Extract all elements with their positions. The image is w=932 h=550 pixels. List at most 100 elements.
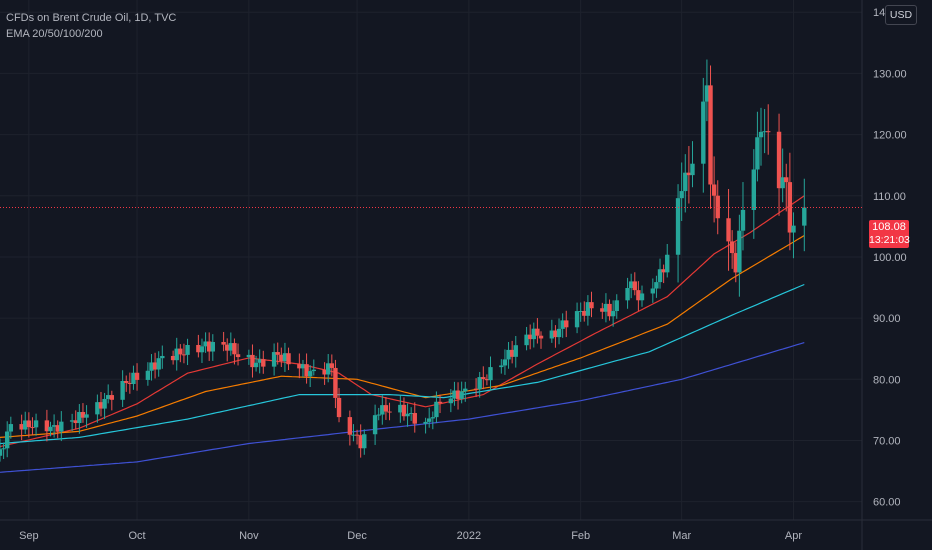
- currency-button[interactable]: USD: [885, 5, 917, 25]
- candle-body: [686, 172, 692, 176]
- candle-body: [304, 364, 309, 377]
- candle-body: [59, 421, 64, 432]
- candle-body: [300, 364, 306, 369]
- candle-body: [253, 362, 259, 368]
- candle-body: [499, 365, 504, 368]
- candle-body: [73, 420, 78, 424]
- candle-body: [488, 367, 493, 381]
- candle-body: [531, 328, 536, 340]
- x-tick-label: Nov: [239, 530, 259, 542]
- candle-body: [261, 359, 266, 367]
- candle-body: [351, 434, 356, 436]
- candle-body: [625, 288, 630, 301]
- candle-body: [152, 362, 158, 370]
- candle-body: [683, 172, 688, 192]
- candle-body: [387, 411, 392, 413]
- candle-body: [690, 163, 695, 176]
- candle-body: [766, 131, 771, 133]
- candle-body: [380, 405, 385, 415]
- candle-body: [398, 404, 403, 413]
- candle-body: [170, 355, 176, 361]
- candle-body: [560, 320, 565, 329]
- candle-body: [98, 402, 104, 409]
- candle-body: [44, 420, 50, 432]
- candle-body: [675, 198, 681, 255]
- ema-line: [0, 283, 805, 445]
- candle-body: [5, 431, 10, 449]
- candle-body: [654, 282, 659, 289]
- candle-body: [437, 401, 443, 404]
- candle-body: [275, 352, 280, 355]
- y-tick-label: 80.00: [873, 374, 901, 386]
- candle-body: [336, 397, 342, 418]
- candle-body: [156, 358, 161, 370]
- candle-body: [600, 308, 605, 312]
- symbol-title[interactable]: CFDs on Brent Crude Oil, 1D, TVC: [6, 12, 177, 24]
- ema-line: [0, 234, 805, 438]
- indicator-label[interactable]: EMA 20/50/100/200: [6, 28, 103, 40]
- candle-body: [455, 390, 461, 399]
- candle-body: [661, 269, 666, 273]
- candle-body: [26, 420, 32, 428]
- candle-body: [95, 402, 100, 415]
- candle-body: [776, 131, 782, 189]
- candle-body: [30, 427, 35, 429]
- candle-body: [210, 341, 215, 352]
- candle-body: [639, 293, 645, 301]
- candle-body: [780, 177, 785, 189]
- candle-body: [311, 369, 316, 372]
- ema-lines: [0, 195, 805, 473]
- candle-body: [33, 420, 39, 428]
- candle-body: [1, 448, 6, 450]
- candle-body: [412, 413, 417, 424]
- candle-body: [549, 330, 555, 339]
- price-axis[interactable]: 140.00130.00120.00110.00100.0090.0080.00…: [873, 7, 907, 508]
- candle-body: [632, 281, 637, 291]
- candle-body: [556, 328, 562, 338]
- last-price-badge: 108.08 13:21:03: [869, 220, 910, 248]
- candle-body: [279, 354, 284, 362]
- candle-body: [791, 225, 796, 233]
- candle-body: [527, 334, 533, 340]
- candle-body: [650, 288, 656, 294]
- time-axis[interactable]: Sep Oct Nov Dec 2022 Feb Mar Apr: [19, 530, 802, 542]
- candle-body: [80, 412, 86, 418]
- candle-body: [751, 169, 756, 210]
- candle-body: [614, 300, 619, 312]
- candle-body: [423, 421, 428, 424]
- ema-line: [0, 342, 805, 473]
- candle-body: [535, 328, 540, 336]
- candle-body: [102, 398, 107, 409]
- y-tick-label: 70.00: [873, 435, 901, 447]
- bar-countdown: 13:21:03: [869, 234, 910, 246]
- candle-body: [506, 349, 511, 360]
- candle-body: [448, 398, 454, 404]
- candle-body: [578, 310, 583, 312]
- candle-body: [178, 348, 183, 355]
- candle-body: [145, 370, 151, 380]
- candle-body: [257, 359, 262, 363]
- candle-body: [740, 209, 746, 231]
- candle-body: [185, 344, 190, 355]
- x-tick-label: Sep: [19, 530, 39, 542]
- candle-body: [426, 418, 432, 422]
- candle-body: [762, 131, 767, 133]
- candle-body: [160, 355, 165, 359]
- candle-body: [174, 348, 179, 361]
- candle-body: [196, 344, 201, 353]
- candle-body: [430, 417, 436, 419]
- candle-body: [704, 85, 710, 102]
- candle-body: [582, 310, 587, 316]
- candle-body: [708, 85, 713, 185]
- y-tick-label: 110.00: [873, 191, 906, 203]
- candle-body: [585, 302, 591, 316]
- candle-body: [326, 363, 331, 375]
- candle-body: [481, 377, 486, 380]
- y-tick-label: 130.00: [873, 68, 907, 80]
- chart-legend: CFDs on Brent Crude Oil, 1D, TVC EMA 20/…: [6, 10, 176, 42]
- candle-body: [286, 353, 291, 365]
- candle-body: [8, 424, 14, 432]
- candle-body: [679, 191, 684, 199]
- candle-body: [221, 341, 226, 345]
